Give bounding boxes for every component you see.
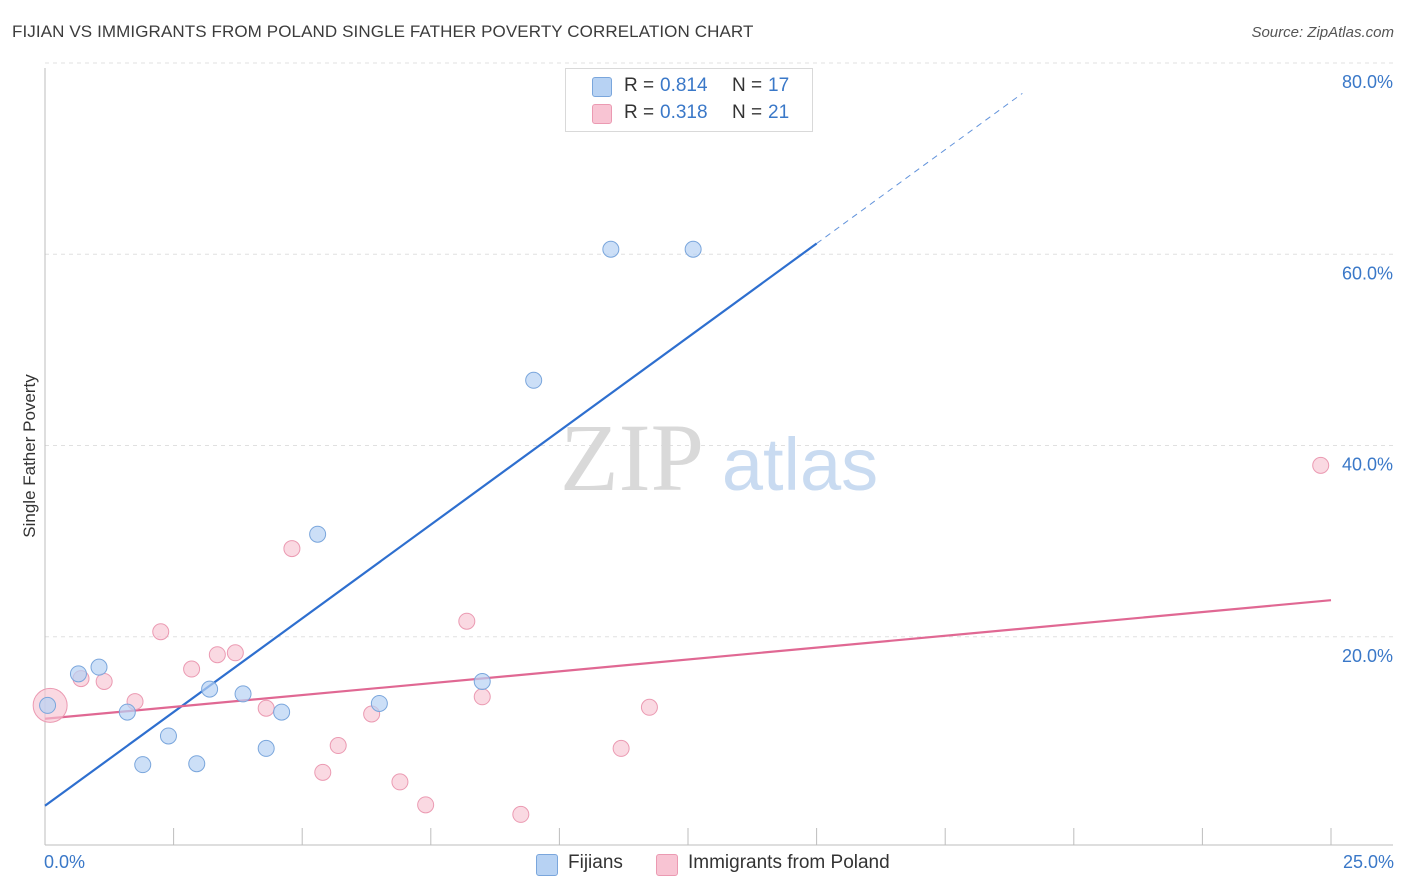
trend-lines — [44, 92, 1332, 807]
fijian-point — [370, 694, 388, 712]
r-value: 0.318 — [660, 102, 708, 123]
poland-legend-swatch — [656, 854, 678, 876]
poland-point — [329, 737, 347, 755]
poland-point — [458, 612, 476, 630]
fijians-legend-swatch — [536, 854, 558, 876]
poland-swatch — [592, 104, 612, 124]
fijian-point — [473, 672, 491, 690]
r-value: 0.814 — [660, 75, 708, 96]
poland-point — [183, 660, 201, 678]
r-label: R = — [624, 102, 655, 123]
y-tick-label: 80.0% — [1342, 72, 1393, 92]
y-tick-label: 20.0% — [1342, 646, 1393, 666]
poland-point — [152, 623, 170, 641]
poland-point — [473, 688, 491, 706]
fijians-swatch — [592, 77, 612, 97]
source-label: Source: ZipAtlas.com — [1251, 24, 1394, 41]
fijian-point — [234, 685, 252, 703]
fijian-point — [525, 371, 543, 389]
axes — [44, 68, 1393, 846]
legend-label: Fijians — [568, 852, 623, 873]
poland-trend-line — [44, 599, 1332, 720]
fijian-point — [602, 240, 620, 258]
n-value: 21 — [768, 102, 790, 123]
poland-point — [314, 763, 332, 781]
poland-point — [512, 805, 530, 823]
fijian-point — [201, 680, 219, 698]
gridlines — [45, 62, 1393, 638]
n-label: N = — [732, 75, 763, 96]
fijian-point — [273, 703, 291, 721]
chart-title: FIJIAN VS IMMIGRANTS FROM POLAND SINGLE … — [12, 22, 754, 41]
fijian-point — [684, 240, 702, 258]
fijians-trend-extension — [816, 92, 1023, 244]
legend-row-fijians: R = 0.814 N = 17 — [566, 74, 812, 100]
x-tick-max: 25.0% — [1342, 852, 1394, 872]
poland-point — [257, 699, 275, 717]
legend-label: Immigrants from Poland — [688, 852, 890, 873]
y-tick-labels: 20.0% 40.0% 60.0% 80.0% — [1342, 72, 1393, 666]
poland-point — [208, 646, 226, 664]
fijian-point — [159, 727, 177, 745]
poland-point — [612, 739, 630, 757]
watermark: ZIP atlas — [560, 404, 878, 511]
fijian-point — [118, 703, 136, 721]
poland-point — [1312, 456, 1330, 474]
watermark-zip: ZIP — [560, 404, 704, 511]
fijian-point — [134, 756, 152, 774]
n-label: N = — [732, 102, 763, 123]
poland-point — [283, 540, 301, 558]
fijian-point — [309, 525, 327, 543]
poland-point — [640, 698, 658, 716]
fijian-point — [257, 739, 275, 757]
watermark-atlas: atlas — [722, 423, 878, 506]
poland-point — [226, 644, 244, 662]
fijian-point — [39, 696, 57, 714]
n-value: 17 — [768, 75, 790, 96]
fijian-point — [69, 665, 87, 683]
poland-points — [32, 456, 1330, 823]
fijians-trend-line — [44, 242, 818, 807]
fijian-point — [90, 658, 108, 676]
poland-point — [417, 796, 435, 814]
r-label: R = — [624, 75, 655, 96]
fijian-points — [39, 240, 702, 774]
fijian-point — [188, 755, 206, 773]
y-tick-label: 60.0% — [1342, 263, 1393, 283]
y-tick-label: 40.0% — [1342, 455, 1393, 475]
poland-point — [95, 672, 113, 690]
poland-point — [391, 773, 409, 791]
correlation-legend: R = 0.814 N = 17 R = 0.318 N = 21 — [565, 68, 813, 132]
x-tick-min: 0.0% — [44, 852, 86, 872]
legend-row-poland: R = 0.318 N = 21 — [566, 101, 812, 127]
